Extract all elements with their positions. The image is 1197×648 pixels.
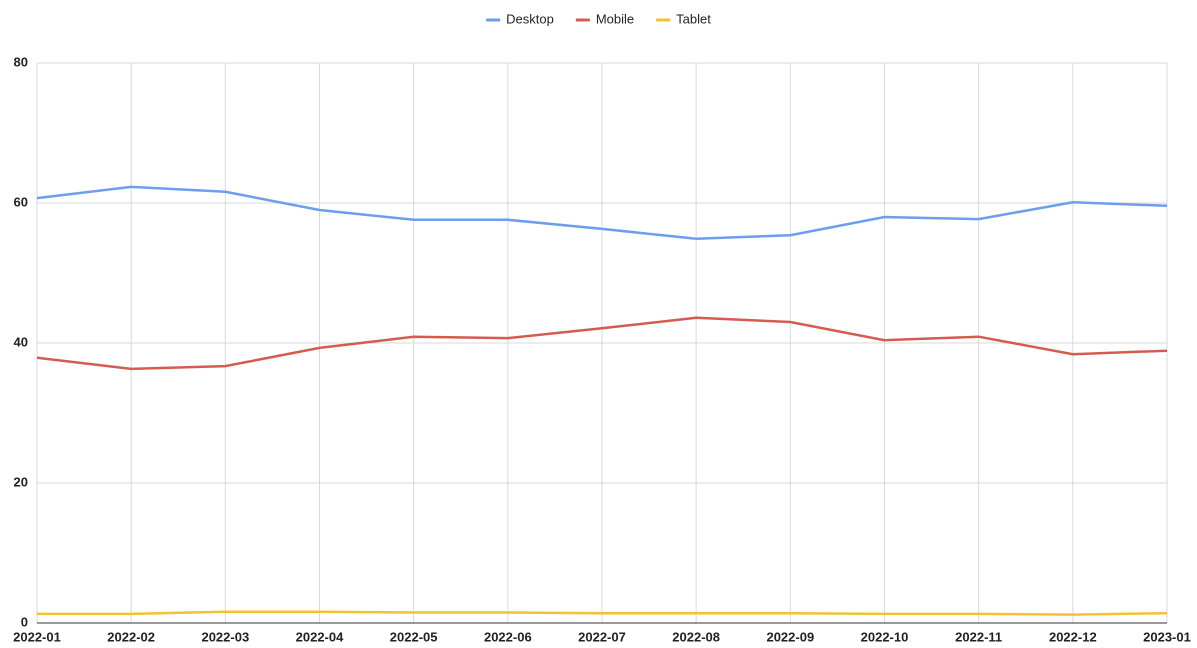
data-line (36, 316, 1168, 371)
data-line (37, 610, 1168, 616)
y-tick-label: 0 (21, 614, 28, 629)
y-tick-label: 80 (14, 54, 28, 69)
x-tick-label: 2022-11 (955, 629, 1002, 644)
x-tick-label: 2022-07 (578, 629, 626, 644)
legend-label: Desktop (506, 11, 554, 26)
y-tick-label: 20 (14, 474, 28, 489)
x-tick-label: 2022-09 (766, 629, 814, 644)
x-tick-label: 2022-01 (13, 629, 61, 644)
y-tick-label: 60 (14, 194, 28, 209)
x-tick-label: 2022-02 (107, 629, 155, 644)
x-tick-label: 2022-06 (484, 629, 532, 644)
x-tick-label: 2022-12 (1049, 629, 1097, 644)
x-tick-label: 2023-01 (1143, 629, 1191, 644)
legend-label: Tablet (676, 11, 711, 26)
x-tick-label: 2022-03 (201, 629, 249, 644)
y-tick-label: 40 (14, 334, 28, 349)
x-tick-label: 2022-08 (672, 629, 720, 644)
x-tick-label: 2022-05 (390, 629, 438, 644)
x-tick-label: 2022-10 (861, 629, 909, 644)
legend-label: Mobile (596, 11, 634, 26)
x-tick-label: 2022-04 (296, 629, 344, 644)
data-line (36, 185, 1168, 240)
